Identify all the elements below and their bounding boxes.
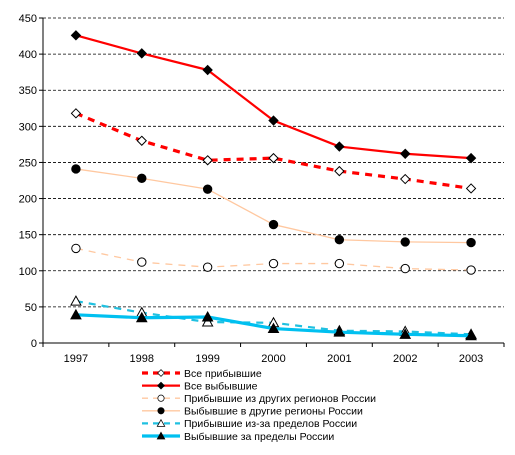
data-point: [400, 263, 410, 274]
data-point: [70, 295, 82, 306]
data-point: [71, 243, 81, 254]
series-0: [70, 108, 477, 194]
data-point: [400, 148, 411, 159]
y-tick-label: 450: [19, 13, 37, 25]
legend-marker: [156, 418, 166, 427]
series-5: [70, 308, 477, 341]
data-point: [268, 115, 279, 126]
x-tick-label: 1998: [130, 353, 154, 365]
data-point: [268, 152, 279, 164]
series-lines: [70, 30, 477, 341]
legend-label: Все выбывшие: [184, 380, 258, 392]
legend-entry: Прибывшие из других регионов России: [142, 393, 376, 405]
data-point: [334, 141, 345, 152]
y-tick-label: 0: [31, 338, 37, 350]
data-point: [202, 64, 213, 76]
legend-entry: Все выбывшие: [142, 380, 258, 392]
data-point: [267, 322, 280, 334]
data-point: [137, 173, 147, 184]
data-point: [71, 164, 81, 174]
x-tick-label: 2002: [393, 353, 417, 365]
y-tick-label: 350: [19, 85, 37, 97]
data-point: [465, 183, 477, 194]
data-point: [137, 257, 147, 267]
legend-entry: Выбывшие в другие регионы России: [142, 406, 363, 418]
data-point: [201, 316, 214, 327]
legend-label: Все прибывшие: [184, 368, 262, 380]
legend-marker: [156, 431, 166, 440]
data-point: [466, 237, 476, 248]
x-tick-label: 2000: [261, 353, 285, 365]
data-point: [268, 258, 279, 269]
y-tick-label: 150: [19, 230, 37, 242]
data-point: [70, 108, 82, 119]
data-point: [334, 235, 345, 245]
y-tick-label: 100: [19, 266, 37, 278]
legend-label: Выбывшие за пределы России: [184, 431, 334, 443]
series-1: [70, 30, 477, 164]
legend-marker: [157, 394, 165, 402]
legend-box: [137, 363, 389, 443]
x-tick-label: 2001: [327, 353, 351, 365]
y-tick-label: 200: [19, 194, 37, 206]
y-tick-label: 300: [19, 121, 37, 133]
data-point: [136, 135, 147, 146]
y-tick-label: 400: [19, 49, 37, 61]
data-point: [202, 262, 213, 272]
legend-label: Прибывшие из других регионов России: [184, 393, 376, 405]
data-point: [333, 326, 346, 337]
data-point: [70, 308, 82, 320]
data-point: [70, 30, 82, 41]
data-point: [202, 184, 213, 194]
x-tick-label: 2003: [459, 353, 483, 365]
series-3: [71, 164, 476, 248]
data-point: [400, 237, 410, 247]
data-point: [135, 311, 148, 323]
data-point: [334, 165, 345, 177]
y-tick-label: 50: [25, 302, 37, 314]
data-point: [334, 258, 345, 269]
legend-marker: [157, 407, 165, 415]
legend-label: Выбывшие в другие регионы России: [184, 406, 363, 418]
series-2: [71, 243, 476, 275]
data-point: [201, 310, 214, 322]
y-axis: 0 50 100 150 200 250 300 350 400 450: [19, 13, 44, 350]
data-point: [202, 155, 213, 166]
legend-label: Прибывшие из-за пределов России: [184, 418, 357, 430]
x-tick-label: 1997: [64, 353, 88, 365]
x-tick-label: 1999: [195, 353, 219, 365]
data-point: [465, 329, 477, 341]
data-point: [268, 219, 279, 230]
legend-entry: Выбывшие за пределы России: [142, 431, 334, 443]
legend-entry: Прибывшие из-за пределов России: [142, 418, 357, 430]
data-point: [399, 328, 412, 339]
data-point: [465, 152, 477, 164]
y-tick-label: 250: [19, 157, 37, 169]
legend-entry: Все прибывшие: [142, 368, 262, 380]
data-point: [136, 48, 147, 59]
legend-marker: [157, 369, 165, 377]
legend-marker: [157, 381, 165, 390]
x-axis: 1997 1998 1999 2000 2001 2002 2003: [42, 342, 505, 365]
data-point: [466, 265, 476, 275]
data-point: [400, 173, 411, 185]
series-line: [75, 168, 472, 244]
